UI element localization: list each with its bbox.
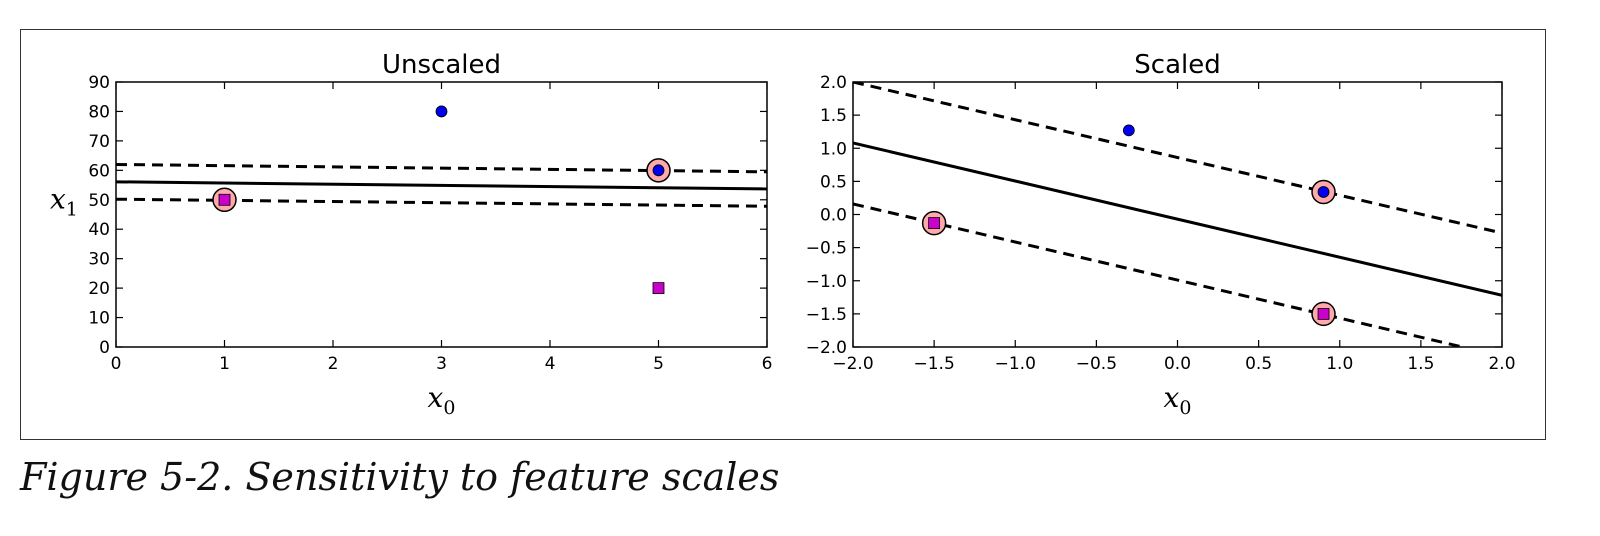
y-tick-label: 80 xyxy=(88,102,110,122)
y-tick-label: 30 xyxy=(88,250,110,270)
y-tick-label: 20 xyxy=(88,279,110,299)
positive-point xyxy=(435,105,448,118)
positive-point xyxy=(1122,124,1135,137)
y-tick-label: 40 xyxy=(88,220,110,240)
x-tick-label: 1.0 xyxy=(1326,354,1353,374)
negative-point xyxy=(1317,307,1330,320)
x-tick-label: 2.0 xyxy=(1488,354,1515,374)
y-tick-label: 70 xyxy=(88,132,110,152)
figure-caption: Figure 5-2. Sensitivity to feature scale… xyxy=(20,455,780,499)
y-tick-label: 2.0 xyxy=(820,73,847,93)
chart-title: Unscaled xyxy=(382,50,501,80)
decision-boundary xyxy=(116,180,767,191)
positive-point xyxy=(652,164,665,177)
x-tick-label: −1.5 xyxy=(913,354,954,374)
y-tick-label: 0.5 xyxy=(820,172,847,192)
x-tick-label: 0.0 xyxy=(1164,354,1191,374)
y-tick-label: −1.0 xyxy=(806,272,847,292)
x-tick-label: −2.0 xyxy=(832,354,873,374)
x-tick-label: 5 xyxy=(653,354,664,374)
y-tick-label: 50 xyxy=(88,191,110,211)
positive-point xyxy=(1317,186,1330,198)
y-tick-label: 1.0 xyxy=(820,139,847,159)
x-tick-label: 4 xyxy=(545,354,556,374)
figure-frame: Unscaled 0 1 2 3 4 5 6 0 10 20 30 40 50 60 70 80 90 x0 x1 Sc… xyxy=(20,29,1546,440)
y-tick-label: 0.0 xyxy=(820,206,847,226)
x-axis-label: x0 xyxy=(428,381,456,419)
x-tick-label: −0.5 xyxy=(1076,354,1117,374)
plot-frame xyxy=(115,81,768,348)
plot-frame xyxy=(852,81,1503,348)
y-tick-label: 0 xyxy=(99,338,110,358)
x-tick-label: 3 xyxy=(436,354,447,374)
x-tick-label: 0 xyxy=(111,354,122,374)
x-tick-label: 1.5 xyxy=(1407,354,1434,374)
x-axis-label: x0 xyxy=(1164,381,1192,419)
margin-line xyxy=(853,82,1502,235)
y-tick-label: 60 xyxy=(88,161,110,181)
x-tick-label: 0.5 xyxy=(1245,354,1272,374)
x-tick-label: −1.0 xyxy=(995,354,1036,374)
negative-point xyxy=(652,282,665,295)
chart-title: Scaled xyxy=(1134,50,1220,80)
y-tick-label: 90 xyxy=(88,73,110,93)
y-axis-label: x1 xyxy=(50,183,78,221)
x-tick-label: 6 xyxy=(762,354,773,374)
y-tick-label: −0.5 xyxy=(806,239,847,259)
negative-point xyxy=(218,193,231,206)
y-tick-label: −2.0 xyxy=(806,338,847,358)
margin-line xyxy=(853,202,1470,347)
y-tick-label: 10 xyxy=(88,309,110,329)
negative-point xyxy=(928,217,941,230)
y-tick-label: 1.5 xyxy=(820,106,847,126)
decision-lines xyxy=(853,82,1502,347)
chart-panel-2: Scaled −2.0 −1.5 −1.0 −0.5 0.0 0.5 1.0 1.5 2.0 −2.… xyxy=(806,50,1516,419)
y-tick-label: −1.5 xyxy=(806,305,847,325)
x-tick-label: 1 xyxy=(219,354,230,374)
x-tick-label: 2 xyxy=(328,354,339,374)
decision-boundary xyxy=(853,141,1502,297)
